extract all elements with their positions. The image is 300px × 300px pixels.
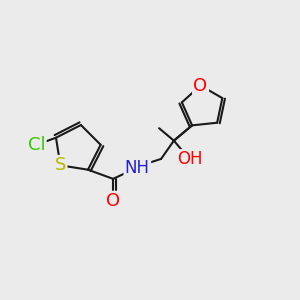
Text: O: O xyxy=(106,192,120,210)
Text: OH: OH xyxy=(177,150,203,168)
Text: NH: NH xyxy=(125,158,150,176)
Text: S: S xyxy=(55,156,66,174)
Text: O: O xyxy=(194,76,208,94)
Text: Cl: Cl xyxy=(28,136,45,154)
